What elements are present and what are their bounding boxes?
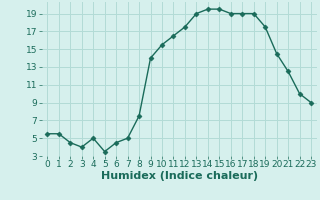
X-axis label: Humidex (Indice chaleur): Humidex (Indice chaleur) [100, 171, 258, 181]
